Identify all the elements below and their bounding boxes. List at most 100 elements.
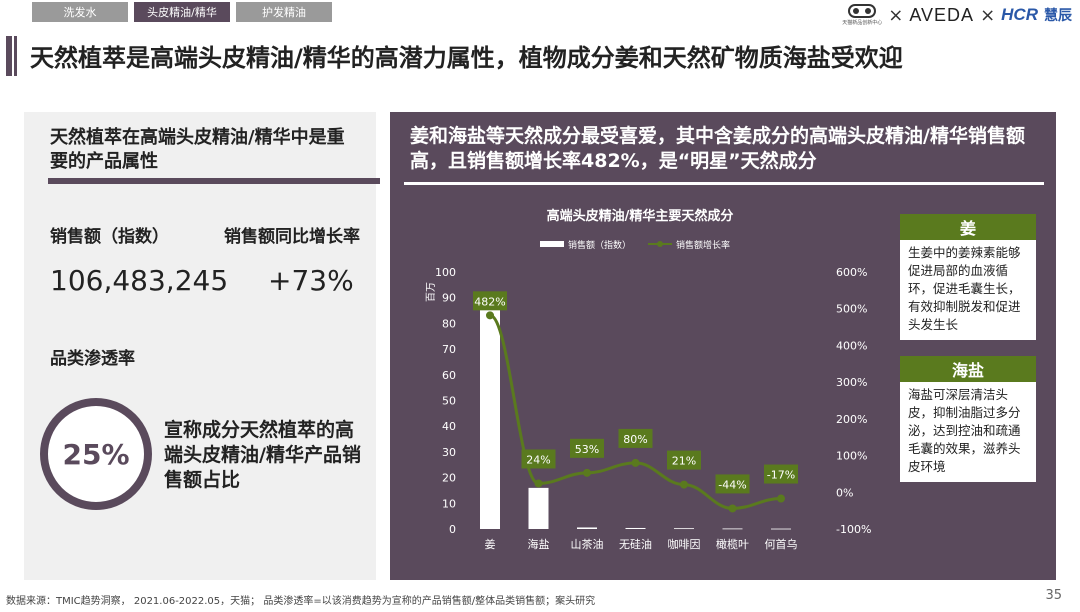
y-left-tick: 100 <box>435 266 456 279</box>
data-label: 80% <box>623 433 647 446</box>
data-label-box <box>618 428 653 448</box>
page-title: 天然植萃是高端头皮精油/精华的高潜力属性，植物成分姜和天然矿物质海盐受欢迎 <box>30 44 903 72</box>
ingredients-chart: 高端头皮精油/精华主要天然成分 销售额（指数） 销售额增长率 百万 0 10 20 3… <box>425 208 871 551</box>
growth-point <box>486 311 494 320</box>
chart-title: 高端头皮精油/精华主要天然成分 <box>547 208 734 224</box>
growth-point <box>680 480 688 489</box>
category-tabs: 洗发水 头皮精油/精华 护发精油 <box>32 2 332 22</box>
y-left-tick: 80 <box>442 317 456 330</box>
note-ginger: 姜 生姜中的姜辣素能够促进局部的血液循环，促进毛囊生长，有效抑制脱发和促进头发生… <box>900 214 1036 340</box>
bar <box>577 527 597 529</box>
y-right-tick: 200% <box>836 413 867 426</box>
left-panel: 天然植萃在高端头皮精油/精华中是重要的产品属性 销售额（指数） 销售额同比增长率… <box>24 112 380 580</box>
data-label: 53% <box>575 443 599 456</box>
y-right-tick: 600% <box>836 266 867 279</box>
y-right-tick: 100% <box>836 450 867 463</box>
data-label-box <box>570 438 604 458</box>
growth-label: 销售额同比增长率 <box>224 227 360 247</box>
title-accent-bar <box>6 36 12 76</box>
aveda-logo: AVEDA <box>909 4 975 25</box>
tmic-logo: 天猫新品创新中心 <box>842 4 882 26</box>
y-right-tick: 300% <box>836 376 867 389</box>
partner-logos: 天猫新品创新中心 × AVEDA × HCR 慧辰 <box>842 4 1072 26</box>
note-ginger-body: 生姜中的姜辣素能够促进局部的血液循环，促进毛囊生长，有效抑制脱发和促进头发生长 <box>908 245 1021 332</box>
y-left-tick: 0 <box>449 523 456 536</box>
data-label: 482% <box>474 295 505 308</box>
bar <box>722 528 743 530</box>
data-label-box <box>521 449 556 469</box>
legend-line-label: 销售额增长率 <box>676 239 730 251</box>
y-left-tick: 10 <box>442 497 456 510</box>
bar <box>480 302 500 529</box>
y-left-tick: 40 <box>442 420 456 433</box>
note-sea-salt-title: 海盐 <box>900 356 1036 382</box>
data-label: 24% <box>526 453 550 466</box>
tmic-logo-text: 天猫新品创新中心 <box>842 20 883 26</box>
y-left-tick: 30 <box>442 446 456 459</box>
x-tick-label: 海盐 <box>528 537 550 551</box>
data-label: -17% <box>767 469 795 482</box>
data-label: 21% <box>672 455 696 468</box>
legend-bar-label: 销售额（指数） <box>568 239 631 251</box>
source-footnote: 数据来源：TMIC趋势洞察， 2021.06-2022.05，天猫； 品类渗透率… <box>6 596 596 607</box>
y-left-unit: 百万 <box>425 282 437 302</box>
growth-value: +73% <box>268 264 354 297</box>
data-label: -44% <box>718 478 746 491</box>
data-label-box <box>715 474 750 494</box>
cross-symbol-2: × <box>980 4 996 26</box>
penetration-description: 宣称成分天然植萃的高端头皮精油/精华产品销售额占比 <box>164 419 361 491</box>
data-label-box <box>764 464 798 484</box>
y-right-tick: 500% <box>836 303 867 316</box>
hcr-logo-cn: 慧辰 <box>1044 8 1072 24</box>
note-sea-salt: 海盐 海盐可深层清洁头皮，抑制油脂过多分泌，达到控油和疏通毛囊的效果，滋养头皮环… <box>900 356 1036 482</box>
left-heading: 天然植萃在高端头皮精油/精华中是重要的产品属性 <box>50 127 345 172</box>
x-tick-label: 姜 <box>485 537 496 551</box>
y-left-tick: 90 <box>442 292 456 305</box>
bar <box>771 528 791 530</box>
right-panel: 姜和海盐等天然成分最受喜爱，其中含姜成分的高端头皮精油/精华销售额高，且销售额增… <box>390 112 1056 580</box>
penetration-value: 25% <box>62 437 130 471</box>
y-right-tick: -100% <box>836 523 871 536</box>
left-divider <box>48 178 380 184</box>
y-left-tick: 50 <box>442 395 456 408</box>
growth-point <box>583 468 591 477</box>
x-tick-label: 山茶油 <box>571 537 604 551</box>
right-heading: 姜和海盐等天然成分最受喜爱，其中含姜成分的高端头皮精油/精华销售额高，且销售额增… <box>410 125 1025 172</box>
hcr-logo: HCR <box>1001 5 1038 24</box>
x-tick-label: 咖啡因 <box>668 537 701 551</box>
note-sea-salt-body: 海盐可深层清洁头皮，抑制油脂过多分泌，达到控油和疏通毛囊的效果，滋养头皮环境 <box>908 387 1021 474</box>
title-accent-bar-thin <box>14 36 17 76</box>
penetration-label: 品类渗透率 <box>50 349 135 369</box>
growth-point <box>777 494 785 503</box>
sales-label: 销售额（指数） <box>50 227 169 247</box>
growth-point <box>631 458 640 467</box>
right-divider <box>404 182 1044 185</box>
legend-line-marker <box>657 241 663 247</box>
bar <box>625 527 646 529</box>
x-tick-label: 无硅油 <box>619 537 652 551</box>
tab-scalp-oil[interactable]: 头皮精油/精华 <box>134 2 230 22</box>
sales-value: 106,483,245 <box>50 264 229 297</box>
plot-area: 0 10 20 30 40 50 60 70 80 90 100 -100% 0% 100% 200% 300… <box>435 266 871 551</box>
y-left-tick: 60 <box>442 369 456 382</box>
penetration-ring: 25% <box>40 398 152 510</box>
tab-hair-oil[interactable]: 护发精油 <box>236 2 332 22</box>
y-right-tick: 400% <box>836 339 867 352</box>
bar <box>674 528 694 530</box>
y-left-tick: 70 <box>442 343 456 356</box>
data-label-box <box>473 291 507 311</box>
bar <box>528 487 549 529</box>
x-tick-label: 何首乌 <box>765 537 798 551</box>
growth-point <box>534 479 543 488</box>
cross-symbol: × <box>888 4 904 26</box>
x-tick-label: 橄榄叶 <box>716 537 749 551</box>
data-label-box <box>667 450 701 470</box>
y-right-tick: 0% <box>836 486 853 499</box>
page-number: 35 <box>1045 588 1062 603</box>
note-ginger-title: 姜 <box>900 214 1036 240</box>
growth-point <box>728 504 737 513</box>
tab-shampoo[interactable]: 洗发水 <box>32 2 128 22</box>
chart-legend: 销售额（指数） 销售额增长率 <box>540 239 730 251</box>
legend-bar-swatch <box>540 241 564 247</box>
y-left-tick: 20 <box>442 472 456 485</box>
